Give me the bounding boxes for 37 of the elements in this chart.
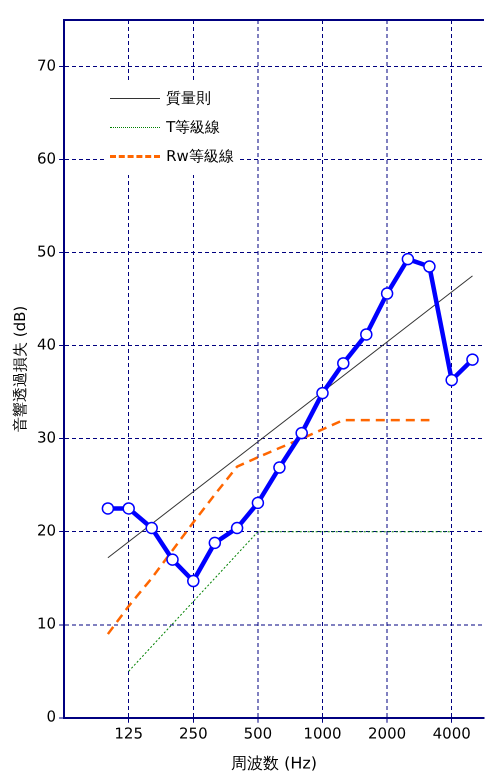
point — [102, 502, 114, 515]
point — [445, 374, 458, 386]
x-tick-label: 2000 — [368, 724, 406, 743]
point — [295, 426, 308, 440]
legend-label: Rw等級線 — [166, 147, 234, 166]
legend-label: T等級線 — [166, 118, 220, 137]
point — [360, 328, 373, 341]
y-tick-label: 30 — [36, 428, 56, 447]
x-tick-label: 1000 — [303, 724, 342, 743]
y-tick-label: 40 — [36, 336, 56, 354]
point — [252, 496, 264, 510]
x-tick-label: 4000 — [432, 724, 471, 743]
x-axis-title: 周波数 (Hz) — [231, 754, 318, 773]
x-tick-label: 500 — [244, 724, 272, 743]
point — [380, 287, 394, 300]
y-tick-label: 50 — [36, 242, 56, 260]
point — [122, 502, 135, 515]
point — [166, 553, 179, 566]
point — [230, 522, 244, 534]
y-tick-label: 0 — [46, 708, 56, 726]
x-tick-label: 250 — [178, 724, 208, 743]
legend-label: 質量則 — [166, 89, 212, 108]
point — [316, 386, 329, 400]
y-tick-label: 20 — [36, 522, 56, 540]
point — [337, 357, 350, 370]
point — [402, 252, 414, 266]
point — [273, 461, 286, 474]
point — [187, 574, 200, 588]
point — [145, 522, 158, 534]
point — [208, 536, 222, 550]
y-tick-label: 60 — [36, 149, 56, 168]
y-tick-label: 70 — [36, 56, 56, 74]
y-tick-label: 10 — [36, 614, 56, 633]
point — [466, 353, 479, 366]
y-axis-title: 音響透過損失 (dB) — [10, 306, 29, 432]
x-tick-label: 125 — [114, 724, 144, 743]
point — [423, 260, 436, 273]
